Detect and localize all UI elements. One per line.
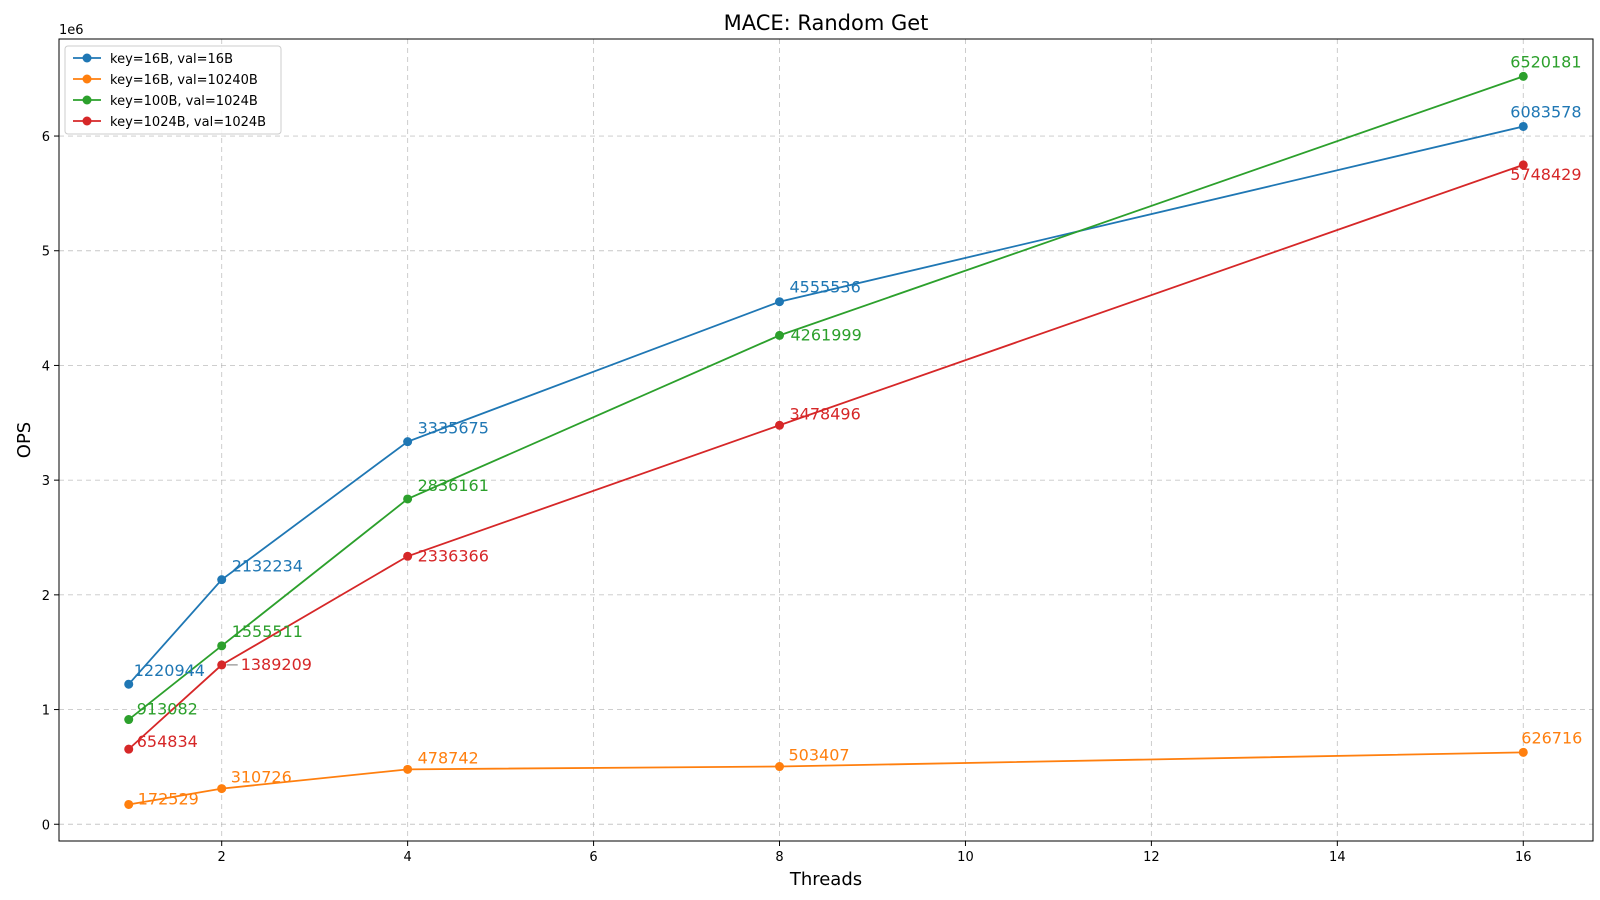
data-label: 1555511	[232, 622, 303, 641]
y-tick-label: 1	[42, 704, 50, 719]
data-point	[124, 744, 134, 754]
legend-marker	[82, 74, 92, 84]
data-label: 3478496	[790, 404, 861, 423]
data-label: 478742	[418, 748, 479, 767]
data-label: 172529	[138, 789, 199, 808]
x-tick-label: 14	[1329, 850, 1346, 865]
data-point	[124, 799, 134, 809]
y-axis-label: OPS	[14, 422, 35, 458]
chart-title: MACE: Random Get	[724, 11, 929, 35]
data-label: 654834	[137, 732, 198, 751]
data-label: 4555536	[790, 278, 861, 297]
legend-label: key=16B, val=10240B	[110, 73, 258, 88]
x-tick-label: 12	[1143, 850, 1160, 865]
series-2	[124, 747, 1528, 809]
series-4	[124, 160, 1528, 754]
data-point	[403, 437, 413, 447]
data-point	[775, 420, 785, 430]
legend-box	[64, 45, 282, 135]
plot-frame	[58, 38, 1594, 842]
y-tick-label: 6	[42, 130, 50, 145]
data-label: 5748429	[1510, 165, 1581, 184]
legend-marker	[82, 53, 92, 63]
data-label: 913082	[137, 700, 198, 719]
data-label: 4261999	[791, 325, 862, 344]
data-point	[403, 764, 413, 774]
series-1	[124, 121, 1528, 689]
data-label: 3335675	[418, 419, 489, 438]
x-tick-label: 8	[775, 850, 783, 865]
data-label: 6083578	[1510, 102, 1581, 121]
data-label: 1389209	[241, 655, 312, 674]
series-3	[124, 71, 1528, 725]
y-tick-label: 2	[42, 589, 50, 604]
legend-item: key=16B, val=10240B	[73, 73, 258, 88]
legend-label: key=16B, val=16B	[110, 52, 233, 67]
data-point	[403, 494, 413, 504]
data-label: 626716	[1521, 728, 1582, 747]
legend: key=16B, val=16B key=16B, val=10240B key=1…	[64, 45, 282, 135]
y-tick-label: 3	[42, 474, 50, 489]
x-tick-label: 10	[957, 850, 974, 865]
data-label: 6520181	[1510, 52, 1581, 71]
data-label: 310726	[231, 768, 292, 787]
data-point	[775, 762, 785, 772]
grid	[59, 39, 1593, 841]
x-tick-label: 16	[1515, 850, 1532, 865]
data-point	[217, 575, 227, 585]
legend-item: key=1024B, val=1024B	[73, 115, 266, 130]
data-point	[775, 330, 785, 340]
series-group	[124, 71, 1528, 809]
x-tick-label: 4	[403, 850, 411, 865]
data-label: 2836161	[418, 476, 489, 495]
data-point	[1518, 160, 1528, 170]
data-point	[403, 551, 413, 561]
y-tick-label: 5	[42, 245, 50, 260]
data-point	[775, 297, 785, 307]
series-line	[128, 164, 1524, 750]
data-point	[217, 641, 227, 651]
data-point	[1518, 121, 1528, 131]
legend-label: key=1024B, val=1024B	[110, 115, 266, 130]
y-axis: 0 1 2 3 4 5 6	[42, 130, 59, 833]
legend-marker	[82, 95, 92, 105]
legend-label: key=100B, val=1024B	[110, 94, 258, 109]
data-point	[1518, 747, 1528, 757]
data-label: 1220944	[134, 661, 205, 680]
data-label: 2336366	[418, 546, 489, 565]
data-label: 503407	[789, 746, 850, 765]
y-tick-label: 0	[42, 818, 50, 833]
x-axis: 2 4 6 8 10 12 14 16	[218, 841, 1532, 865]
data-label: 2132234	[232, 557, 303, 576]
legend-item: key=100B, val=1024B	[73, 94, 258, 109]
legend-item: key=16B, val=16B	[73, 52, 233, 67]
y-tick-label: 4	[42, 359, 50, 374]
data-point	[217, 660, 227, 670]
data-labels: 1220944 2132234 3335675 4555536 6083578 17252…	[134, 52, 1583, 808]
data-point	[124, 679, 134, 689]
x-axis-label: Threads	[789, 869, 862, 890]
legend-marker	[82, 116, 92, 126]
series-line	[128, 75, 1524, 721]
data-point	[1518, 71, 1528, 81]
x-tick-label: 2	[218, 850, 226, 865]
y-offset-label: 1e6	[59, 23, 84, 38]
data-point	[217, 784, 227, 794]
data-point	[124, 715, 134, 725]
x-tick-label: 6	[589, 850, 597, 865]
